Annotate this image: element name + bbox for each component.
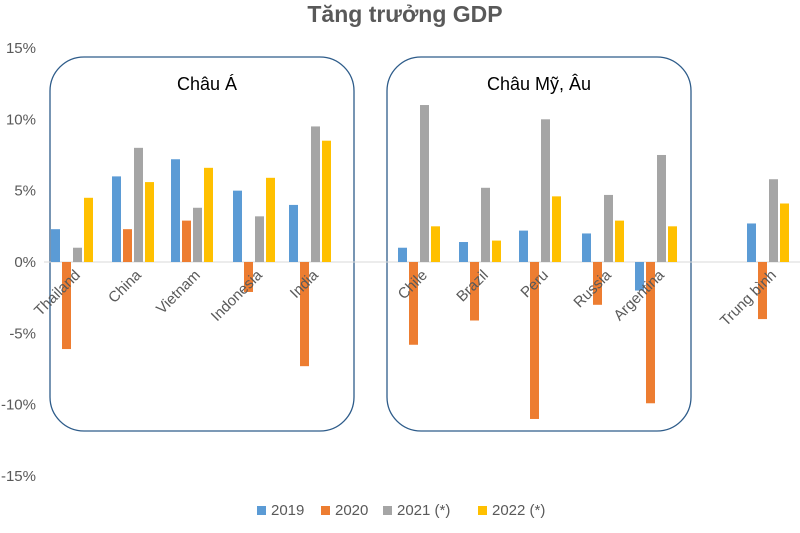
region-box-0 [49, 56, 355, 432]
bar-2021-Russia [604, 194, 613, 262]
category-label: Thailand [31, 267, 84, 320]
y-tick-label: 10% [6, 111, 36, 128]
bar-2020-Chile [409, 262, 418, 345]
bar-2021-Peru [541, 119, 550, 262]
bar-2019-India [289, 204, 298, 262]
bar-2020-Indonesia [244, 262, 253, 292]
bar-2020-Brazil [470, 262, 479, 321]
region-label-1: Châu Mỹ, Âu [487, 74, 591, 94]
legend-swatch [257, 506, 266, 515]
bar-2022-Brazil [492, 240, 501, 262]
y-tick-label: -5% [9, 325, 36, 342]
category-label: Russia [570, 266, 615, 311]
bar-2022-Chile [431, 226, 440, 262]
bar-2019-China [112, 176, 121, 262]
y-tick-label: 15% [6, 40, 36, 57]
bar-2019-Trung-bình [747, 223, 756, 262]
y-tick-label: 0% [14, 254, 36, 271]
bar-2020-Peru [530, 262, 539, 419]
bar-2019-Indonesia [233, 190, 242, 262]
bar-2022-Argentina [668, 226, 677, 262]
category-label: China [105, 266, 145, 306]
y-tick-label: -15% [1, 468, 36, 485]
bar-2021-Indonesia [255, 216, 264, 262]
bar-2021-India [311, 126, 320, 262]
bar-2019-Argentina [635, 262, 644, 291]
chart-title: Tăng trưởng GDP [307, 1, 502, 27]
bar-2020-Trung-bình [758, 262, 767, 320]
legend-label: 2019 [271, 502, 304, 519]
y-tick-label: -10% [1, 397, 36, 414]
legend: 2019 2020 2021 (*) 2022 (*) [257, 502, 545, 519]
bar-2020-Thailand [62, 262, 71, 350]
legend-label: 2020 [335, 502, 368, 519]
bar-2022-Russia [615, 220, 624, 262]
legend-label: 2022 (*) [492, 502, 545, 519]
bar-2021-Argentina [657, 154, 666, 262]
bar-2020-Vietnam [182, 220, 191, 262]
bar-2022-Thailand [84, 197, 93, 262]
legend-label: 2021 (*) [397, 502, 450, 519]
bar-2021-Chile [420, 105, 429, 262]
bar-2022-Indonesia [266, 177, 275, 262]
bar-2020-Argentina [646, 262, 655, 404]
bar-2022-India [322, 140, 331, 262]
category-label: Vietnam [153, 267, 204, 318]
category-label: Trung bình [717, 267, 780, 330]
bar-2019-Russia [582, 233, 591, 262]
bar-2021-China [134, 147, 143, 262]
bar-2020-India [300, 262, 309, 367]
bar-2019-Vietnam [171, 159, 180, 262]
bar-2020-Russia [593, 262, 602, 305]
legend-swatch [383, 506, 392, 515]
bar-2020-China [123, 229, 132, 262]
y-tick-label: 5% [14, 183, 36, 200]
category-labels: Thailand China Vietnam Indonesia India Chile B… [31, 266, 780, 329]
region-label-0: Châu Á [177, 74, 237, 94]
bar-2021-Brazil [481, 187, 490, 262]
legend-swatch [321, 506, 330, 515]
bar-2022-Peru [552, 196, 561, 262]
bar-2022-Vietnam [204, 167, 213, 262]
bar-2019-Thailand [51, 229, 60, 262]
bars [51, 105, 789, 419]
bar-2021-Trung-bình [769, 179, 778, 262]
region-boxes: Châu Á Châu Mỹ, Âu [49, 56, 692, 432]
legend-swatch [478, 506, 487, 515]
y-axis: 15% 10% 5% 0% -5% -10% -15% [1, 40, 36, 485]
bar-2019-Brazil [459, 242, 468, 262]
region-box-1 [386, 56, 692, 432]
bar-2021-Thailand [73, 247, 82, 262]
bar-2022-China [145, 182, 154, 262]
bar-2019-Chile [398, 247, 407, 262]
category-label: Indonesia [208, 266, 266, 324]
bar-2022-Trung-bình [780, 203, 789, 262]
bar-2019-Peru [519, 230, 528, 262]
bar-2021-Vietnam [193, 207, 202, 262]
